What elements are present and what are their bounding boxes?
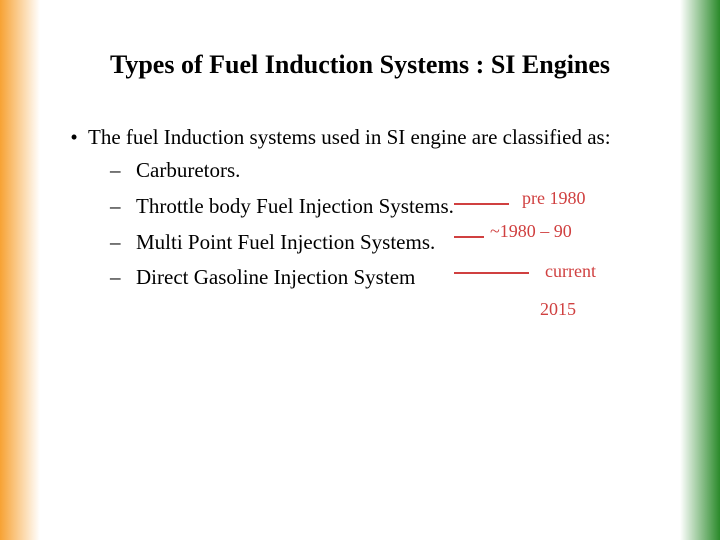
list-item-text: Multi Point Fuel Injection Systems. bbox=[136, 225, 435, 261]
annotation-connector-line bbox=[454, 272, 529, 274]
annotation-connector-line bbox=[454, 203, 509, 205]
intro-text: The fuel Induction systems used in SI en… bbox=[88, 122, 660, 154]
handwritten-annotation: pre 1980 bbox=[522, 189, 585, 207]
left-gradient-border bbox=[0, 0, 40, 540]
slide-title: Types of Fuel Induction Systems : SI Eng… bbox=[60, 48, 660, 82]
dash-icon: – bbox=[110, 153, 136, 189]
list-item: – Carburetors. bbox=[110, 153, 660, 189]
handwritten-annotation: ~1980 – 90 bbox=[490, 222, 572, 240]
list-item-text: Direct Gasoline Injection System bbox=[136, 260, 415, 296]
handwritten-annotation: current bbox=[545, 262, 596, 280]
dash-icon: – bbox=[110, 260, 136, 296]
right-gradient-border bbox=[680, 0, 720, 540]
handwritten-annotation: 2015 bbox=[540, 300, 576, 318]
list-item: – Multi Point Fuel Injection Systems. bbox=[110, 225, 660, 261]
annotation-connector-line bbox=[454, 236, 484, 238]
bullet-dot-icon: • bbox=[60, 122, 88, 154]
list-item-text: Throttle body Fuel Injection Systems. bbox=[136, 189, 454, 225]
dash-icon: – bbox=[110, 189, 136, 225]
intro-bullet: • The fuel Induction systems used in SI … bbox=[60, 122, 660, 154]
list-item-text: Carburetors. bbox=[136, 153, 240, 189]
dash-icon: – bbox=[110, 225, 136, 261]
